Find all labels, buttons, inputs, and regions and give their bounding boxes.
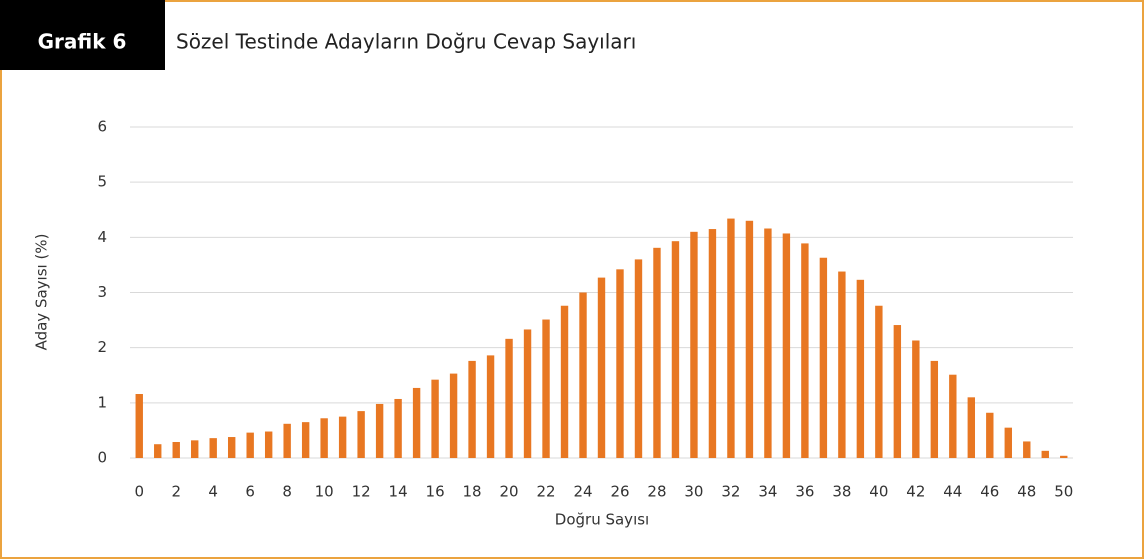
bar (283, 423, 291, 458)
y-tick-label: 5 (97, 173, 107, 191)
x-tick-label: 46 (980, 483, 999, 501)
bar (986, 412, 994, 458)
bar (856, 279, 865, 458)
bar (875, 305, 883, 458)
bar (523, 329, 532, 458)
bar (1041, 450, 1049, 458)
y-axis-label: Aday Sayısı (%) (33, 234, 51, 351)
x-tick-label: 38 (832, 483, 851, 501)
x-tick-label: 20 (500, 483, 519, 501)
bar (468, 360, 476, 458)
x-tick-label: 16 (426, 483, 445, 501)
badge: Grafik 6 (38, 30, 127, 54)
bar (505, 338, 513, 458)
bar (542, 319, 550, 458)
bar (579, 292, 587, 458)
bar (745, 220, 754, 458)
bar (801, 243, 809, 458)
x-tick-label: 26 (610, 483, 629, 501)
bar (597, 277, 606, 458)
bar (1023, 441, 1031, 458)
x-tick-label: 32 (721, 483, 740, 501)
bar (708, 229, 717, 458)
x-tick-label: 4 (208, 483, 218, 501)
bar (486, 355, 495, 458)
x-tick-label: 48 (1017, 483, 1036, 501)
bar (338, 416, 347, 458)
badge-box (0, 0, 165, 70)
y-tick-label: 1 (97, 393, 107, 411)
x-tick-label: 12 (352, 483, 371, 501)
bar (727, 218, 735, 458)
bar (838, 271, 846, 458)
x-tick-label: 42 (906, 483, 925, 501)
bar (246, 432, 254, 458)
bar (819, 257, 828, 458)
bar (616, 269, 624, 458)
x-tick-label: 0 (134, 483, 144, 501)
bar (967, 397, 976, 458)
bar (412, 387, 421, 458)
bar (690, 231, 698, 458)
y-tick-label: 4 (97, 228, 107, 246)
y-tick-label: 0 (97, 449, 107, 467)
bar (431, 379, 439, 458)
x-tick-label: 50 (1054, 483, 1073, 501)
x-tick-label: 30 (684, 483, 703, 501)
bar (560, 305, 569, 458)
bar (782, 233, 791, 458)
bar (634, 259, 643, 458)
x-tick-label: 10 (315, 483, 334, 501)
x-tick-label: 40 (869, 483, 888, 501)
x-tick-label: 8 (282, 483, 292, 501)
x-axis-label: Doğru Sayısı (555, 511, 649, 529)
bar (375, 403, 384, 458)
bar (653, 247, 661, 458)
bar (154, 444, 162, 458)
bar (320, 418, 328, 458)
bar (301, 422, 310, 458)
x-tick-label: 28 (647, 483, 666, 501)
y-tick-label: 2 (97, 338, 107, 356)
bar (1004, 427, 1012, 458)
bar (930, 360, 939, 458)
bar (893, 325, 902, 458)
bar (449, 373, 458, 458)
bar (764, 228, 772, 458)
x-tick-label: 24 (573, 483, 592, 501)
bar (357, 411, 365, 458)
y-tick-label: 6 (97, 118, 107, 136)
x-tick-label: 18 (463, 483, 482, 501)
bar (1060, 455, 1068, 458)
bar (671, 241, 680, 458)
chart-title: Sözel Testinde Adayların Doğru Cevap Say… (176, 30, 636, 54)
bar (949, 374, 957, 458)
x-tick-label: 14 (389, 483, 408, 501)
bar (135, 394, 143, 458)
bar (912, 340, 920, 458)
x-tick-label: 22 (536, 483, 555, 501)
y-tick-label: 3 (97, 283, 107, 301)
x-tick-label: 44 (943, 483, 962, 501)
x-tick-label: 36 (795, 483, 814, 501)
x-tick-label: 6 (245, 483, 255, 501)
bar (172, 442, 180, 458)
x-tick-label: 2 (171, 483, 181, 501)
bar (227, 437, 236, 458)
bar (209, 438, 217, 458)
bar (191, 440, 199, 458)
bar (264, 431, 273, 458)
bar (394, 398, 402, 458)
x-tick-label: 34 (758, 483, 777, 501)
